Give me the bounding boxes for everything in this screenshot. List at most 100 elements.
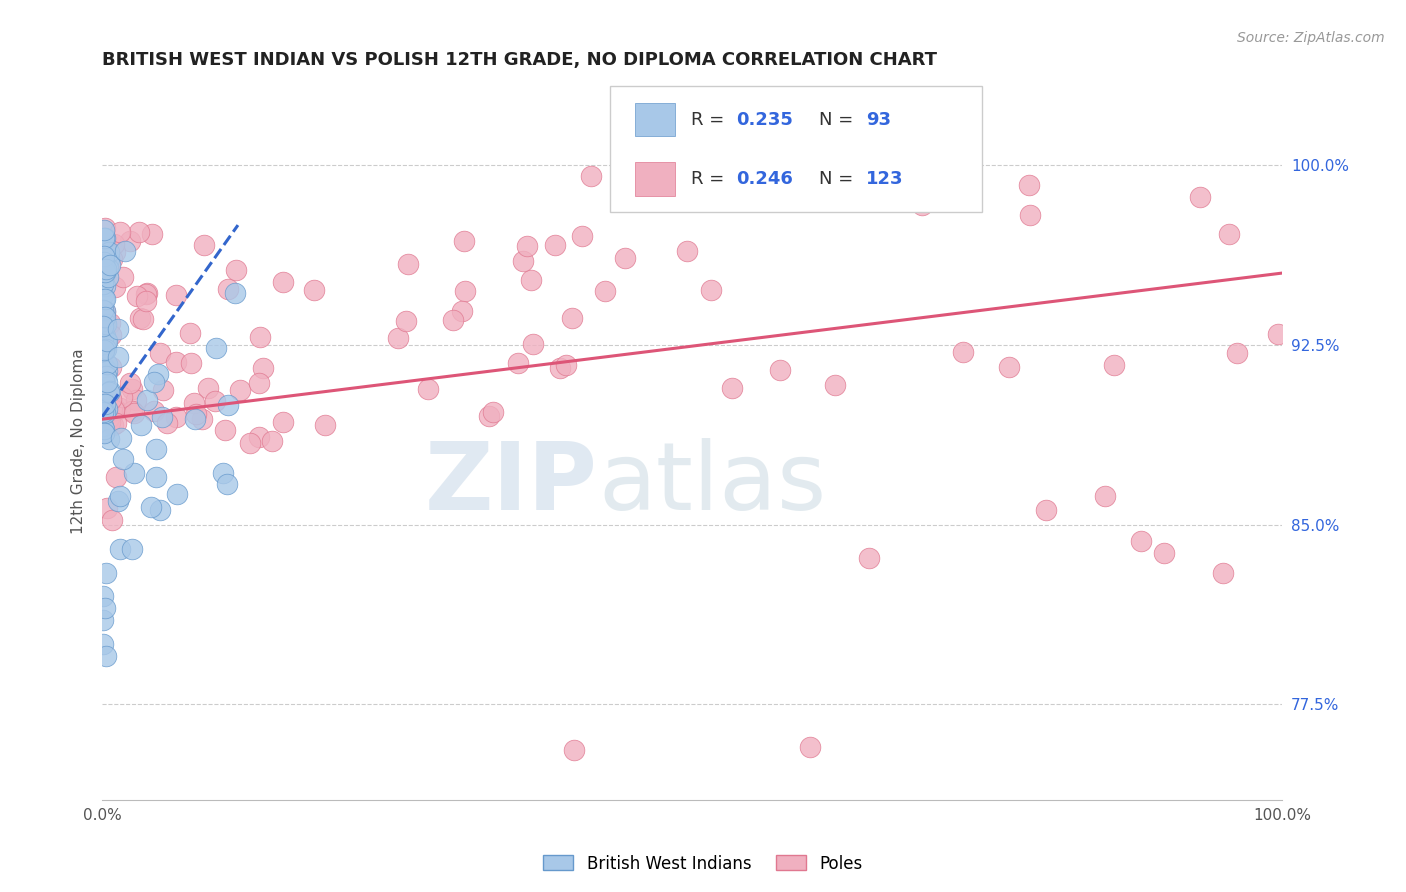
Point: [482, 405, 505, 419]
Point: [614, 251, 637, 265]
Point: [799, 740, 821, 755]
Point: [91, 257, 114, 271]
Point: [93, 262, 115, 277]
Point: [107, 322, 129, 336]
Point: [128, 225, 150, 239]
Point: [96, 402, 118, 417]
Point: [93, 292, 115, 306]
Point: [100, 327, 122, 342]
FancyBboxPatch shape: [634, 103, 675, 136]
Point: [93, 384, 115, 399]
Point: [96, 500, 118, 515]
Point: [93, 329, 115, 343]
Point: [141, 227, 163, 241]
Point: [93, 314, 115, 328]
Point: [93, 261, 115, 276]
Point: [94, 342, 117, 356]
Point: [1189, 189, 1212, 203]
Point: [108, 489, 131, 503]
Point: [96, 364, 118, 378]
Point: [1226, 346, 1249, 360]
Point: [93, 590, 115, 604]
Point: [700, 283, 723, 297]
Point: [769, 363, 792, 377]
Point: [94, 368, 117, 383]
Text: R =: R =: [692, 169, 730, 188]
Text: Source: ZipAtlas.com: Source: ZipAtlas.com: [1237, 31, 1385, 45]
Point: [395, 314, 418, 328]
Point: [101, 418, 124, 433]
Text: 123: 123: [866, 169, 903, 188]
Point: [91, 321, 114, 335]
Point: [100, 392, 122, 406]
Point: [97, 432, 120, 446]
Point: [204, 394, 226, 409]
Point: [166, 486, 188, 500]
Text: R =: R =: [692, 111, 730, 128]
Point: [103, 236, 125, 251]
Point: [100, 513, 122, 527]
Point: [101, 252, 124, 266]
Point: [91, 277, 114, 291]
Point: [94, 337, 117, 351]
Point: [129, 311, 152, 326]
Point: [114, 244, 136, 258]
Point: [145, 442, 167, 456]
Point: [1212, 566, 1234, 580]
Point: [104, 280, 127, 294]
Point: [93, 249, 115, 263]
Point: [1094, 489, 1116, 503]
Point: [193, 237, 215, 252]
Point: [519, 273, 541, 287]
Point: [418, 382, 440, 396]
Point: [911, 198, 934, 212]
Point: [1153, 546, 1175, 560]
Point: [94, 310, 117, 324]
Point: [94, 406, 117, 420]
Point: [180, 356, 202, 370]
Text: 93: 93: [866, 111, 891, 128]
Text: BRITISH WEST INDIAN VS POLISH 12TH GRADE, NO DIPLOMA CORRELATION CHART: BRITISH WEST INDIAN VS POLISH 12TH GRADE…: [103, 51, 938, 69]
Point: [696, 166, 718, 180]
Point: [571, 229, 593, 244]
Point: [98, 384, 121, 398]
Point: [239, 436, 262, 450]
Point: [1102, 358, 1125, 372]
Point: [581, 169, 603, 183]
Point: [93, 255, 115, 269]
Point: [544, 237, 567, 252]
Point: [94, 279, 117, 293]
Point: [98, 385, 121, 400]
Point: [93, 426, 115, 441]
Point: [91, 398, 114, 412]
Point: [183, 396, 205, 410]
Point: [94, 292, 117, 306]
Point: [91, 274, 114, 288]
Point: [111, 452, 134, 467]
Point: [98, 410, 121, 425]
Point: [1035, 503, 1057, 517]
FancyBboxPatch shape: [610, 87, 981, 212]
Point: [554, 358, 576, 372]
Point: [454, 284, 477, 298]
Point: [105, 469, 128, 483]
Point: [858, 551, 880, 566]
Point: [93, 305, 115, 319]
Point: [184, 411, 207, 425]
Point: [104, 402, 127, 417]
Point: [94, 265, 117, 279]
Point: [94, 649, 117, 664]
Point: [247, 376, 270, 391]
Point: [824, 378, 846, 392]
Point: [136, 393, 159, 408]
Text: N =: N =: [818, 169, 859, 188]
Point: [122, 406, 145, 420]
Point: [135, 287, 157, 301]
Point: [121, 541, 143, 556]
Point: [1019, 208, 1042, 222]
Point: [121, 383, 143, 397]
Point: [93, 339, 115, 353]
Point: [93, 359, 115, 374]
Point: [98, 258, 121, 272]
Point: [118, 234, 141, 248]
